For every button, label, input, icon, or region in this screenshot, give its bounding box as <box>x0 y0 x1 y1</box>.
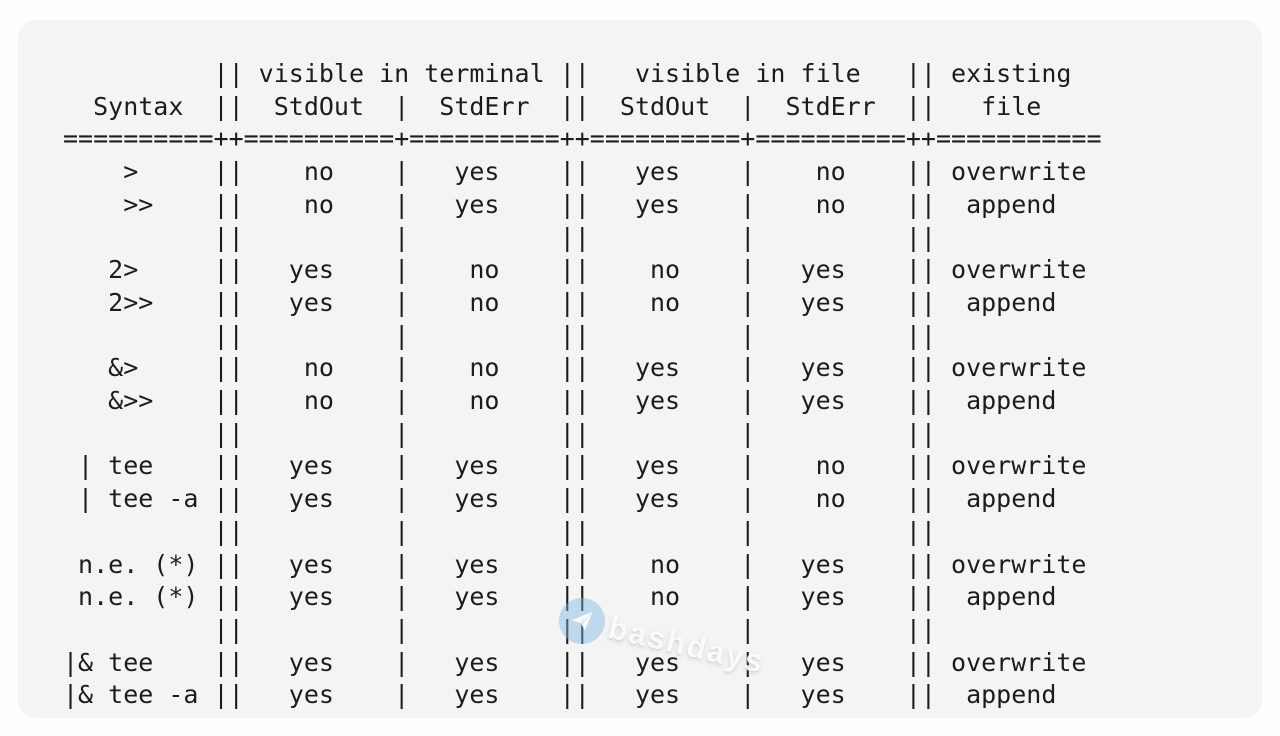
bash-redirection-ascii-table: || visible in terminal || visible in fil… <box>63 59 1102 710</box>
table-card: || visible in terminal || visible in fil… <box>18 20 1262 718</box>
